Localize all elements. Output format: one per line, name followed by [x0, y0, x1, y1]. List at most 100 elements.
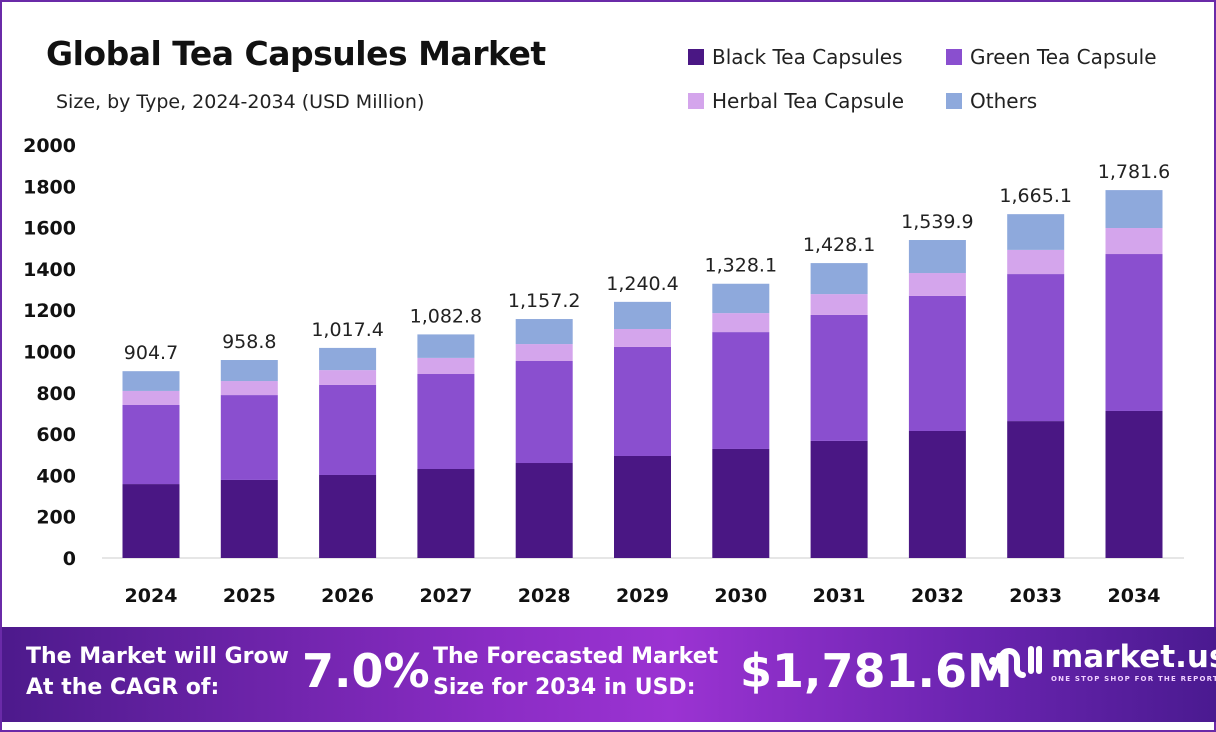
stacked-bar-chart: 0 200 400 600 800 1000 1200 1400 1600 1800 2000 904…: [23, 135, 1184, 607]
bar-segment-green-tea-capsule: [1105, 254, 1163, 411]
bar-segment-others: [712, 283, 770, 314]
bar-segment-others: [614, 301, 671, 329]
bar-segment-herbal-tea-capsule: [810, 294, 868, 315]
summary-banner: The Market will Grow At the CAGR of: 7.0%…: [2, 627, 1216, 722]
cagr-label: The Market will Grow At the CAGR of:: [26, 644, 289, 700]
legend-item-black: Black Tea Capsules: [688, 45, 903, 69]
bar-segment-black-tea-capsules: [319, 474, 377, 558]
legend-label: Others: [970, 89, 1038, 113]
bar-segment-green-tea-capsule: [515, 360, 573, 464]
bar-segment-herbal-tea-capsule: [417, 357, 475, 375]
bar-segment-black-tea-capsules: [122, 484, 180, 558]
bar-segment-others: [908, 240, 966, 274]
forecast-label: The Forecasted Market Size for 2034 in US…: [433, 644, 719, 700]
y-tick-label: 0: [63, 548, 76, 570]
bar-segment-others: [1007, 214, 1065, 250]
bar-segment-black-tea-capsules: [1105, 410, 1163, 558]
total-data-label: 1,082.8: [410, 305, 483, 327]
bar-segment-herbal-tea-capsule: [319, 370, 377, 385]
bar-segment-green-tea-capsule: [614, 346, 671, 456]
legend-item-herbal: Herbal Tea Capsule: [688, 89, 904, 113]
bar-segment-others: [1105, 190, 1163, 229]
x-tick-label: 2032: [911, 585, 964, 607]
bar-segment-black-tea-capsules: [810, 440, 868, 558]
total-data-label: 1,328.1: [705, 255, 778, 277]
x-tick-label: 2034: [1108, 585, 1161, 607]
total-data-label: 1,781.6: [1098, 161, 1171, 183]
legend-label: Black Tea Capsules: [712, 45, 903, 69]
bar-segment-black-tea-capsules: [712, 448, 770, 558]
legend-item-green: Green Tea Capsule: [946, 45, 1157, 69]
x-tick-label: 2027: [419, 585, 472, 607]
legend-item-others: Others: [946, 89, 1037, 113]
legend-swatch: [688, 93, 704, 109]
bar-segment-black-tea-capsules: [1007, 421, 1065, 558]
total-data-label: 1,665.1: [999, 185, 1072, 207]
y-tick-label: 400: [36, 465, 76, 487]
total-data-label: 1,428.1: [803, 234, 876, 256]
bar-segment-black-tea-capsules: [417, 468, 475, 558]
y-tick-label: 800: [36, 383, 76, 405]
bar-segment-black-tea-capsules: [908, 431, 966, 558]
bar-segment-green-tea-capsule: [712, 332, 770, 449]
y-tick-label: 600: [36, 424, 76, 446]
x-tick-label: 2030: [714, 585, 767, 607]
y-tick-label: 1400: [23, 259, 76, 281]
bar-segment-others: [810, 263, 868, 295]
bar-segment-others: [220, 360, 278, 382]
bar-segment-green-tea-capsule: [908, 295, 966, 432]
bar-segment-green-tea-capsule: [810, 314, 868, 441]
bar-segment-black-tea-capsules: [220, 479, 278, 558]
bar-segment-herbal-tea-capsule: [1007, 249, 1065, 275]
bar-segment-herbal-tea-capsule: [220, 381, 278, 396]
y-tick-label: 1000: [23, 342, 76, 364]
bar-segment-herbal-tea-capsule: [712, 313, 770, 333]
chart-title: Global Tea Capsules Market: [46, 34, 546, 73]
bar-segment-herbal-tea-capsule: [1105, 228, 1163, 255]
x-tick-label: 2025: [223, 585, 276, 607]
bar-segment-green-tea-capsule: [417, 374, 475, 469]
y-tick-label: 1800: [23, 176, 76, 198]
y-tick-label: 1600: [23, 218, 76, 240]
bar-segment-black-tea-capsules: [515, 463, 573, 558]
cagr-value: 7.0%: [302, 644, 430, 698]
legend-swatch: [946, 93, 962, 109]
forecast-value: $1,781.6M: [740, 644, 1013, 698]
logo-tagline: ONE STOP SHOP FOR THE REPORTS: [1051, 675, 1216, 683]
bar-segment-green-tea-capsule: [1007, 274, 1065, 422]
x-tick-label: 2024: [125, 585, 178, 607]
y-tick-label: 2000: [23, 135, 76, 157]
total-data-label: 1,157.2: [508, 290, 581, 312]
market-us-logo: market.us ONE STOP SHOP FOR THE REPORTS: [987, 639, 1216, 683]
y-tick-label: 1200: [23, 300, 76, 322]
x-tick-label: 2026: [321, 585, 374, 607]
logo-icon: [989, 646, 1042, 678]
x-tick-label: 2029: [616, 585, 669, 607]
bar-segment-herbal-tea-capsule: [614, 328, 671, 347]
legend-swatch: [688, 49, 704, 65]
total-data-label: 904.7: [124, 342, 178, 364]
bar-segment-herbal-tea-capsule: [908, 273, 966, 296]
total-data-label: 1,539.9: [901, 211, 974, 233]
bar-segment-herbal-tea-capsule: [515, 344, 573, 361]
x-tick-label: 2031: [813, 585, 866, 607]
legend-label: Herbal Tea Capsule: [712, 89, 905, 113]
logo-text: market.us: [1051, 639, 1216, 675]
bar-segment-herbal-tea-capsule: [122, 390, 180, 405]
x-tick-label: 2028: [518, 585, 571, 607]
x-tick-label: 2033: [1009, 585, 1062, 607]
total-data-label: 958.8: [222, 331, 276, 353]
total-data-label: 1,017.4: [311, 319, 384, 341]
bar-segment-others: [122, 371, 180, 391]
bar-segment-black-tea-capsules: [614, 455, 671, 558]
y-tick-label: 200: [36, 507, 76, 529]
legend-label: Green Tea Capsule: [970, 45, 1157, 69]
legend-swatch: [946, 49, 962, 65]
total-data-label: 1,240.4: [606, 273, 679, 295]
bar-segment-green-tea-capsule: [122, 404, 180, 485]
chart-subtitle: Size, by Type, 2024-2034 (USD Million): [56, 91, 425, 113]
bar-segment-green-tea-capsule: [220, 395, 278, 480]
bar-segment-others: [319, 347, 377, 371]
bar-segment-others: [417, 334, 475, 358]
bar-segment-green-tea-capsule: [319, 384, 377, 475]
